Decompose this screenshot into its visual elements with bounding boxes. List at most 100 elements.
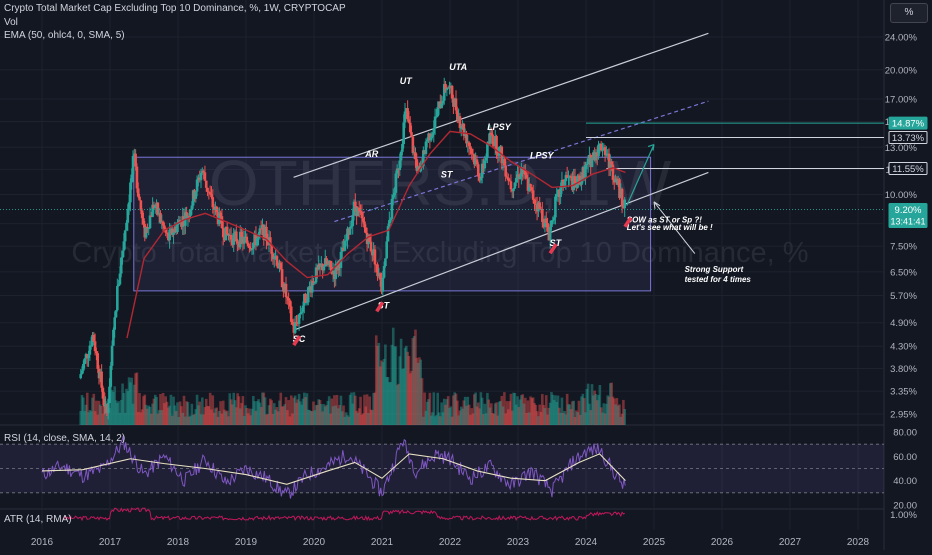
candle: [314, 267, 318, 283]
candle: [432, 128, 436, 134]
volume-bar: [440, 402, 443, 425]
candle: [380, 279, 383, 292]
candle: [433, 116, 437, 129]
candle: [386, 226, 390, 242]
volume-bar: [235, 407, 238, 425]
volume-bar: [480, 397, 484, 425]
candle: [487, 142, 491, 144]
candle: [393, 192, 396, 196]
volume-bar: [148, 406, 152, 425]
candle: [160, 221, 164, 223]
volume-bar: [310, 411, 314, 425]
volume-bar: [159, 393, 162, 425]
volume-bar: [219, 401, 222, 425]
volume-bar: [552, 400, 556, 425]
candle: [398, 160, 402, 171]
volume-bar: [403, 347, 407, 425]
candle: [347, 228, 351, 235]
volume-bar: [169, 394, 173, 425]
volume-bar: [265, 414, 268, 425]
candle: [425, 139, 429, 142]
candle: [155, 202, 158, 207]
candle: [96, 353, 100, 369]
volume-bar: [510, 410, 514, 425]
candle: [79, 374, 83, 379]
candle: [138, 196, 141, 201]
volume-bar: [578, 414, 582, 425]
volume-bar: [479, 392, 483, 425]
volume-bar: [437, 412, 441, 425]
volume-bar: [615, 398, 619, 425]
volume-bar: [214, 408, 217, 425]
x-tick-label: 2019: [235, 537, 258, 548]
ema-line: [126, 130, 626, 339]
candle: [424, 141, 428, 155]
candle: [221, 227, 225, 238]
candle: [299, 312, 302, 315]
candle: [381, 277, 385, 292]
candle: [326, 264, 330, 266]
y-tick-label: 3.80%: [890, 364, 917, 375]
volume-bar: [119, 399, 123, 425]
candle: [569, 176, 573, 178]
candle: [113, 317, 117, 330]
volume-bar: [327, 396, 331, 425]
volume-bar: [221, 400, 225, 425]
volume-bar: [190, 403, 194, 425]
candle: [571, 177, 574, 191]
candle: [220, 216, 224, 228]
candle: [352, 201, 356, 216]
candle: [252, 242, 255, 250]
volume-bar: [118, 412, 122, 425]
volume-bar: [82, 397, 85, 425]
candle: [266, 240, 270, 245]
volume-bar: [105, 408, 109, 425]
volume-bar: [363, 394, 366, 425]
candle: [355, 206, 358, 217]
candle: [193, 190, 196, 199]
volume-bar: [410, 370, 413, 425]
volume-bar: [507, 409, 510, 425]
volume-bar: [542, 405, 545, 425]
candle: [280, 269, 284, 288]
volume-bar: [292, 397, 296, 425]
volume-bar: [529, 396, 532, 425]
candle: [458, 116, 462, 128]
ema-legend: EMA (50, ohlc4, 0, SMA, 5): [4, 30, 125, 41]
scale-toggle-button[interactable]: %: [890, 3, 928, 23]
volume-bar: [428, 392, 432, 425]
candle: [89, 345, 93, 347]
volume-bar: [622, 399, 625, 425]
volume-bar: [520, 395, 523, 425]
volume-bar: [597, 394, 600, 425]
annotation-label: LPSY: [487, 122, 512, 132]
volume-bar: [439, 416, 442, 425]
price-label-box: [888, 162, 928, 176]
candle: [300, 311, 304, 313]
candle: [232, 233, 236, 245]
volume-bar: [333, 395, 336, 425]
volume-bar: [282, 406, 285, 425]
volume-bar: [491, 413, 494, 425]
volume-bar: [318, 400, 322, 425]
volume-bar: [342, 405, 345, 425]
candle: [204, 180, 208, 188]
candle: [357, 207, 361, 211]
candle: [231, 239, 234, 245]
candle: [559, 186, 562, 197]
candle: [507, 177, 510, 181]
candle: [517, 174, 521, 180]
volume-bar: [258, 402, 262, 425]
candle: [157, 213, 161, 215]
volume-bar: [533, 403, 536, 425]
volume-bar: [338, 405, 341, 425]
volume-bar: [372, 392, 375, 425]
volume-bar: [136, 411, 140, 425]
volume-bar: [231, 404, 234, 425]
annotation-label: ST: [378, 301, 391, 311]
candle: [359, 210, 362, 213]
volume-bar: [279, 392, 283, 425]
candle: [454, 98, 458, 111]
candle: [582, 167, 586, 179]
